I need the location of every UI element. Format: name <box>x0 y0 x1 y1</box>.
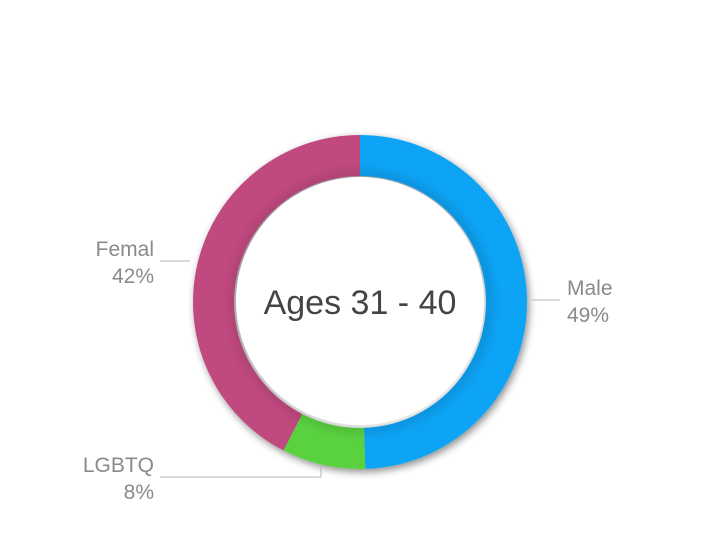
slice-male <box>360 135 528 469</box>
slice-female <box>193 135 360 451</box>
slice-value-male: 49% <box>567 304 609 327</box>
slice-callouts: Male 49% LGBTQ 8% Femal 42% <box>83 238 613 504</box>
center-label: Ages 31 - 40 <box>264 284 457 322</box>
slice-label-male: Male <box>567 277 613 300</box>
slice-value-lgbtq: 8% <box>124 481 154 504</box>
leader-line-lgbtq <box>160 465 322 478</box>
slice-label-female: Femal <box>96 238 154 261</box>
slice-value-female: 42% <box>112 265 154 288</box>
slice-label-lgbtq: LGBTQ <box>83 454 154 477</box>
